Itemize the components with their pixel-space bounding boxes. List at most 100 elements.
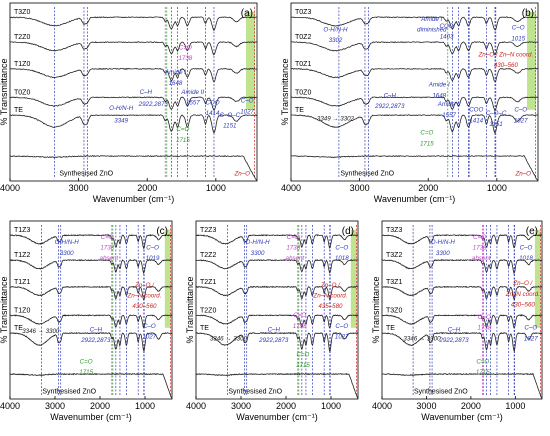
peak-annotation: 3346 → 3300 <box>210 335 248 342</box>
peak-annotation: 1027 <box>142 333 156 340</box>
trace-T0Z1 <box>290 67 539 83</box>
x-tick-label: 1000 <box>487 183 507 193</box>
peak-annotation: C–O <box>335 244 348 251</box>
series-label: TE <box>386 325 395 332</box>
peak-annotation: O-H/N-H <box>246 239 271 246</box>
peak-annotation: 1715 <box>176 137 190 144</box>
peak-annotation: 1151 <box>223 123 236 130</box>
trace-T3Z2 <box>381 258 543 275</box>
series-label: T1Z1 <box>14 279 30 286</box>
peak-annotation: 1738 <box>293 323 307 330</box>
peak-annotation: 430–560 <box>511 301 536 308</box>
x-tick-label: 4000 <box>186 401 206 411</box>
peak-annotation: O-H/N-H <box>55 239 80 246</box>
peak-annotation: C–H <box>448 326 461 333</box>
plot-frame <box>290 2 539 182</box>
trace-Synthesised-ZnO <box>381 372 542 399</box>
panel-tag: (b) <box>522 8 534 19</box>
series-label: T1Z2 <box>14 252 30 259</box>
series-label: T0Z1 <box>295 61 311 68</box>
trace-Synthesised-ZnO <box>9 155 257 181</box>
peak-annotation: 3300 <box>60 250 74 257</box>
peak-annotation: C=O <box>420 130 433 137</box>
trace-T3Z1 <box>381 285 543 301</box>
peak-annotation: C=O <box>101 234 114 241</box>
peak-annotation: COO <box>205 99 219 106</box>
trace-T3Z0 <box>381 314 542 329</box>
ftir-panel-e: T3Z3 T3Z2 T3Z1 T3Z0 TE Synthesised ZnO (e) O-H/… <box>371 220 543 422</box>
panel-tag: (c) <box>156 226 168 237</box>
x-tick-label: 1000 <box>321 401 341 411</box>
peak-annotation: 1019 <box>146 255 160 262</box>
peak-annotation: 3300 <box>251 250 265 257</box>
peak-annotation: 1738 <box>178 55 192 62</box>
peak-annotation: Zn–N coord. <box>312 293 347 300</box>
peak-annotation: Amide I <box>164 69 186 76</box>
peak-annotation: C=O <box>80 358 93 365</box>
x-tick-label: 2000 <box>137 183 157 193</box>
peak-annotation: 1557 <box>186 99 200 106</box>
series-label: T1Z0 <box>14 61 30 68</box>
peak-annotation: 1403 <box>440 34 454 41</box>
peak-annotation: C–H <box>90 326 103 333</box>
plot-frame <box>381 220 543 400</box>
peak-annotation: 1414 <box>206 110 220 117</box>
trace-T2Z3 <box>195 234 359 249</box>
peak-annotation: C=O <box>287 234 300 241</box>
x-tick-label: 3000 <box>416 401 436 411</box>
peak-annotation: C–O <box>524 325 537 332</box>
peak-annotation: C=O <box>176 126 189 133</box>
series-label: T2Z0 <box>200 307 216 314</box>
series-label: T2Z2 <box>200 252 216 259</box>
peak-annotation: 1715 <box>79 369 93 376</box>
x-axis-label: Wavenumber (cm⁻¹) <box>236 412 317 422</box>
trace-T0Z0 <box>291 96 539 112</box>
peak-annotation: 1151 <box>489 121 502 128</box>
series-label: T3Z2 <box>386 252 402 259</box>
peak-annotation: 1018 <box>335 255 349 262</box>
trace-TE <box>195 331 358 352</box>
series-label: T0Z2 <box>295 34 311 41</box>
peak-annotation: 1738 <box>473 244 487 251</box>
series-label: T2Z1 <box>200 279 216 286</box>
peak-annotation: 3302 <box>329 37 343 44</box>
peak-annotation: C=O <box>476 358 489 365</box>
peak-annotation: 430–560 <box>132 303 157 310</box>
panel-tag: (e) <box>526 226 538 237</box>
trace-T1Z3 <box>9 234 172 250</box>
peak-annotation: 1557 <box>442 112 456 119</box>
series-label: T2Z3 <box>200 227 216 234</box>
peak-annotation: C–O <box>241 98 254 105</box>
series-label: Synthesised ZnO <box>228 389 282 396</box>
peak-annotation: Amide I <box>420 16 442 23</box>
series-label: T3Z0 <box>14 9 30 16</box>
peak-annotation: 1715 <box>296 362 310 369</box>
zn-band-highlight <box>527 11 536 110</box>
x-tick-label: 2000 <box>461 401 481 411</box>
peak-annotation: COO <box>440 23 454 30</box>
zn-band-highlight <box>164 229 171 328</box>
trace-T2Z0 <box>195 314 359 329</box>
peak-annotation: Amide II <box>437 101 461 108</box>
peak-annotation: diminished <box>417 26 447 33</box>
peak-annotation: 3300 <box>436 250 450 257</box>
peak-annotation: 1015 <box>511 35 525 42</box>
trace-T3Z3 <box>382 234 543 249</box>
peak-annotation: 2922,2873 <box>138 101 169 108</box>
series-label: Synthesised ZnO <box>414 389 468 396</box>
peak-annotation: C–H <box>140 89 153 96</box>
trace-TE <box>381 331 542 352</box>
series-label: TE <box>295 107 304 114</box>
peak-annotation: 3346 → 3300 <box>403 335 441 342</box>
series-label: TE <box>14 107 23 114</box>
trace-T1Z0 <box>9 314 172 329</box>
series-label: T0Z3 <box>295 9 311 16</box>
peak-annotation: C–O–C <box>486 110 507 117</box>
series-label: Synthesised ZnO <box>59 171 113 178</box>
zn-band-highlight <box>246 11 255 110</box>
peak-annotation: 3349 <box>114 117 128 124</box>
peak-annotation: Zn–O / <box>134 282 155 289</box>
x-tick-label: 2000 <box>90 401 110 411</box>
y-axis-label: % Transmittance <box>0 276 9 343</box>
